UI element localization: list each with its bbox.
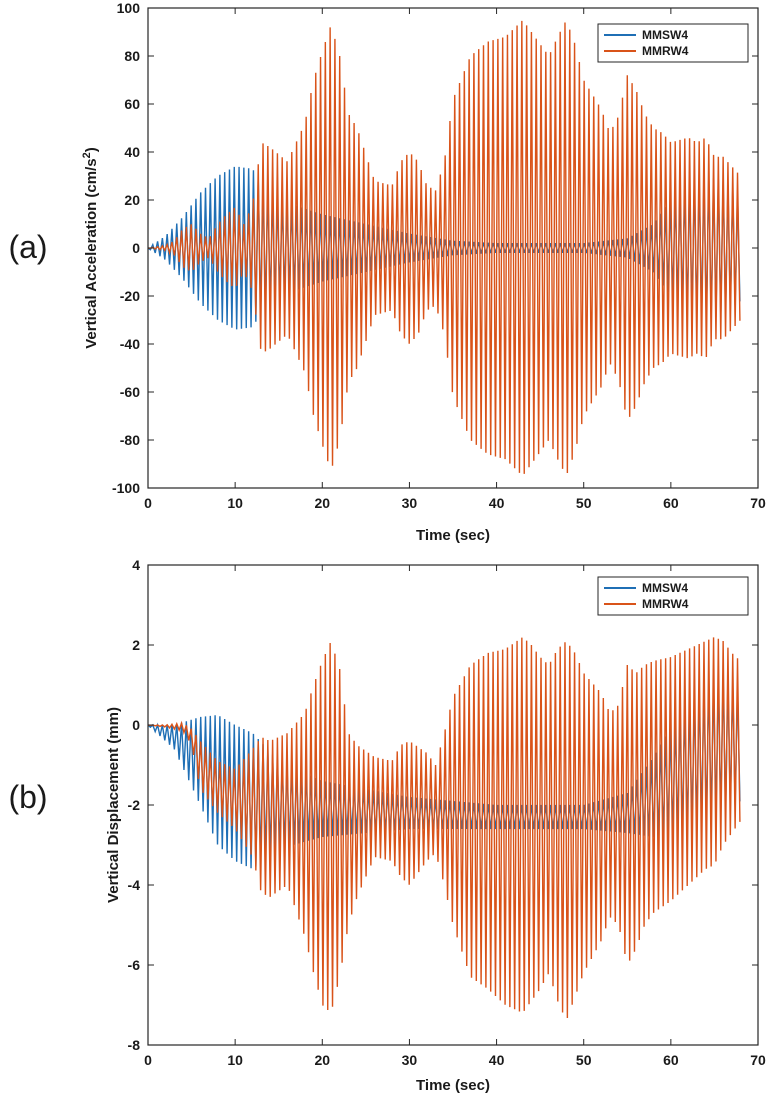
y-tick-label: 60	[124, 96, 140, 112]
x-tick-label: 30	[402, 1052, 418, 1068]
legend: MMSW4 MMRW4	[597, 23, 749, 63]
y-tick-label: 0	[132, 240, 140, 256]
chart-a: 0 10 20 30 40 50 60 70 -100 -80 -60 -40 -20 0 20 40 60 80…	[8, 0, 766, 544]
x-tick-label: 50	[576, 1052, 592, 1068]
y-tick-label: -100	[112, 480, 140, 496]
x-tick-label: 40	[489, 495, 505, 511]
x-tick-label: 10	[227, 495, 243, 511]
legend-box	[597, 576, 749, 616]
y-tick-label: -8	[128, 1037, 141, 1053]
series-mmrw4	[148, 637, 741, 1019]
y-axis-label: Vertical Acceleration (cm/s2)	[81, 147, 100, 349]
y-tick-label: -80	[120, 432, 140, 448]
legend-label-mmrw4: MMRW4	[642, 44, 689, 58]
x-tick-label: 60	[663, 495, 679, 511]
x-tick-label: 30	[402, 495, 418, 511]
y-tick-label: -20	[120, 288, 140, 304]
x-tick-label: 0	[144, 495, 152, 511]
x-tick-label: 20	[314, 1052, 330, 1068]
y-tick-label: 2	[132, 637, 140, 653]
x-tick-label: 60	[663, 1052, 679, 1068]
legend-label-mmsw4: MMSW4	[642, 28, 688, 42]
y-tick-label: 20	[124, 192, 140, 208]
y-tick-label: -6	[128, 957, 141, 973]
y-tick-label: -2	[128, 797, 141, 813]
x-tick-label: 50	[576, 495, 592, 511]
y-axis-label: Vertical Displacement (mm)	[105, 707, 122, 903]
x-axis-label: Time (sec)	[416, 1077, 490, 1094]
y-tick-label: 100	[117, 0, 141, 16]
legend: MMSW4 MMRW4	[597, 576, 749, 616]
x-tick-label: 0	[144, 1052, 152, 1068]
x-tick-label: 70	[750, 1052, 766, 1068]
series-group	[148, 20, 741, 474]
series-mmrw4	[148, 20, 741, 474]
legend-label-mmsw4: MMSW4	[642, 581, 688, 595]
y-tick-label: 80	[124, 48, 140, 64]
y-tick-label: 4	[132, 557, 140, 573]
panel-label: (b)	[8, 779, 47, 815]
panel-label: (a)	[8, 229, 47, 265]
x-tick-label: 40	[489, 1052, 505, 1068]
x-tick-label: 20	[314, 495, 330, 511]
x-tick-label: 70	[750, 495, 766, 511]
y-tick-label: 40	[124, 144, 140, 160]
series-group	[148, 637, 741, 1019]
x-axis-label: Time (sec)	[416, 527, 490, 544]
chart-b: 0 10 20 30 40 50 60 70 -8 -6 -4 -2 0 2 4 Time (sec) Vert…	[8, 557, 766, 1094]
y-tick-label: -4	[128, 877, 141, 893]
x-tick-label: 10	[227, 1052, 243, 1068]
legend-box	[597, 23, 749, 63]
y-tick-label: 0	[132, 717, 140, 733]
y-tick-label: -60	[120, 384, 140, 400]
legend-label-mmrw4: MMRW4	[642, 597, 689, 611]
y-tick-label: -40	[120, 336, 140, 352]
